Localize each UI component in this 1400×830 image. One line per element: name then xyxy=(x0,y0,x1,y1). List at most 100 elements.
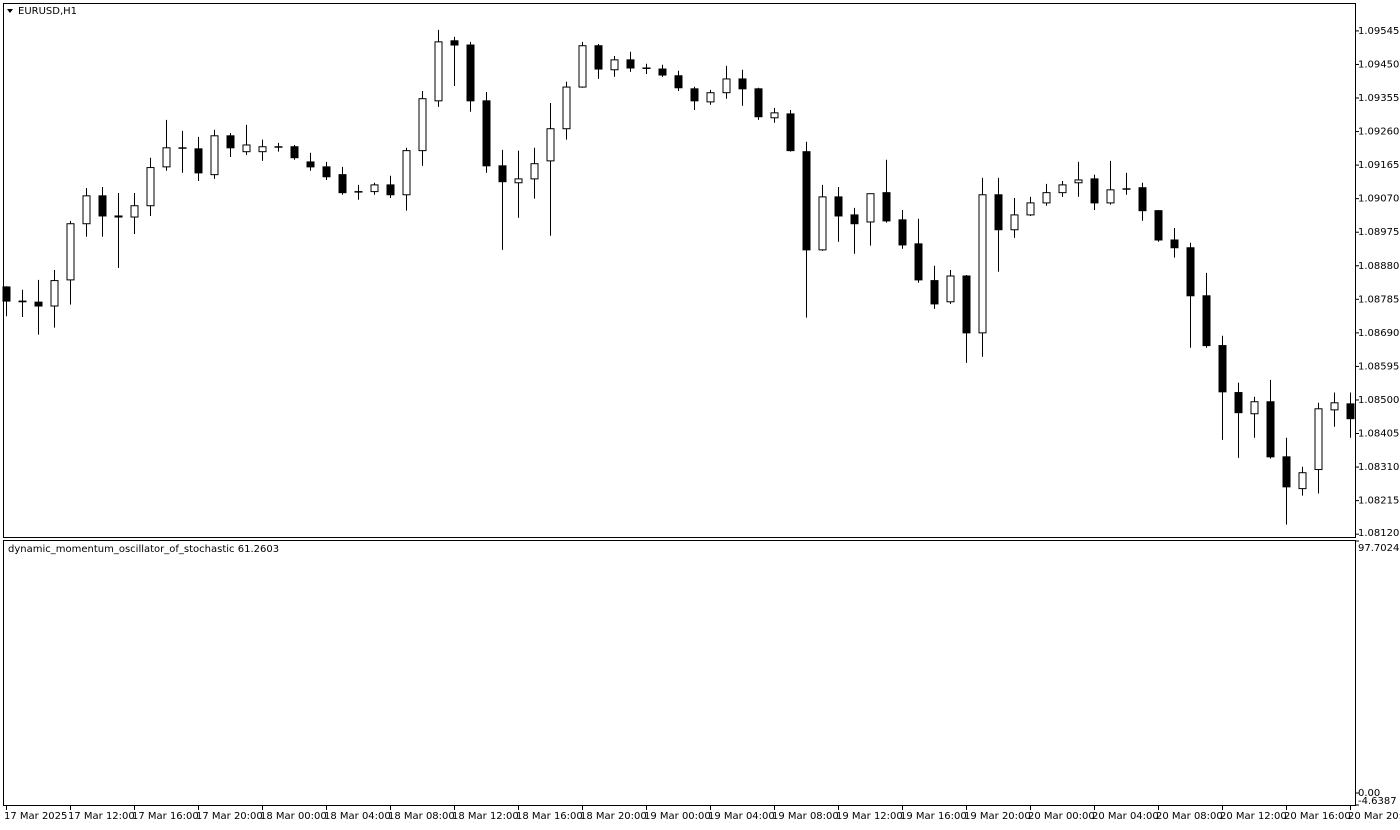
x-tick-label: 20 Mar 00:00 xyxy=(1028,811,1095,822)
candle-body xyxy=(370,184,379,193)
candle-body xyxy=(1234,392,1243,414)
candle-body xyxy=(882,192,891,222)
x-tick-label: 19 Mar 04:00 xyxy=(708,811,775,822)
y-tick-label: 1.08785 xyxy=(1358,294,1399,305)
candle-body xyxy=(786,113,795,152)
candle-body xyxy=(978,194,987,334)
candle-body xyxy=(1042,192,1051,204)
candle-body xyxy=(1314,408,1323,471)
candle-body xyxy=(354,191,363,193)
candle-body xyxy=(50,280,59,307)
symbol-title: EURUSD,H1 xyxy=(18,6,77,17)
candle-body xyxy=(338,174,347,194)
candle-body xyxy=(482,100,491,167)
candle-body xyxy=(738,78,747,90)
candle-body xyxy=(34,301,43,307)
candle-body xyxy=(418,98,427,152)
candle-body xyxy=(258,146,267,153)
candle-body xyxy=(1202,295,1211,347)
y-tick-label: 1.08595 xyxy=(1358,361,1399,372)
y-tick-label: 1.08215 xyxy=(1358,496,1399,507)
candle-body xyxy=(322,166,331,178)
candle-body xyxy=(130,205,139,218)
candle-body xyxy=(754,88,763,118)
candle-body xyxy=(82,195,91,225)
x-tick-label: 19 Mar 12:00 xyxy=(836,811,903,822)
x-tick-label: 17 Mar 16:00 xyxy=(132,811,199,822)
candle-body xyxy=(1266,401,1275,458)
y-tick-label: -4.6387 xyxy=(1358,796,1397,807)
x-tick-label: 20 Mar 20:00 xyxy=(1348,811,1400,822)
candle-body xyxy=(610,59,619,71)
candle-body xyxy=(18,300,27,303)
candle-body xyxy=(1186,247,1195,297)
candle-body xyxy=(930,280,939,305)
candle-body xyxy=(562,86,571,130)
y-tick-label: 1.08500 xyxy=(1358,395,1399,406)
candle-body xyxy=(114,215,123,218)
candle-body xyxy=(1346,403,1355,420)
candle-body xyxy=(1074,179,1083,184)
indicator-pane xyxy=(3,540,1356,806)
candle-body xyxy=(530,163,539,180)
y-tick-label: 1.08690 xyxy=(1358,328,1399,339)
x-tick-label: 20 Mar 16:00 xyxy=(1284,811,1351,822)
y-tick-label: 1.09450 xyxy=(1358,59,1399,70)
y-tick-label: 1.08975 xyxy=(1358,227,1399,238)
y-tick-label: 97.7024 xyxy=(1358,543,1399,554)
candle-body xyxy=(578,45,587,88)
candle-body xyxy=(642,67,651,69)
y-tick-label: 1.09545 xyxy=(1358,26,1399,37)
candle-body xyxy=(1170,239,1179,249)
candle-body xyxy=(1250,401,1259,415)
dropdown-icon[interactable] xyxy=(7,9,13,13)
y-tick-label: 0.00 xyxy=(1358,788,1380,799)
x-tick-label: 17 Mar 12:00 xyxy=(68,811,135,822)
candle-body xyxy=(1058,184,1067,194)
y-tick-label: 1.09355 xyxy=(1358,93,1399,104)
candle-body xyxy=(1298,472,1307,490)
candle-body xyxy=(1090,178,1099,204)
x-tick-label: 17 Mar 2025 xyxy=(4,811,67,822)
candle-body xyxy=(386,184,395,196)
candle-body xyxy=(770,112,779,119)
candle-body xyxy=(994,194,1003,231)
y-tick-label: 1.08405 xyxy=(1358,429,1399,440)
price-pane xyxy=(3,3,1356,538)
y-tick-label: 1.08880 xyxy=(1358,261,1399,272)
candle-body xyxy=(962,275,971,334)
candle-body xyxy=(466,44,475,102)
candle-body xyxy=(98,195,107,217)
candle-body xyxy=(1010,214,1019,231)
candle-body xyxy=(1106,189,1115,204)
y-tick-label: 1.09070 xyxy=(1358,194,1399,205)
x-tick-label: 19 Mar 00:00 xyxy=(644,811,711,822)
candle-body xyxy=(722,78,731,94)
candle-body xyxy=(226,135,235,149)
candle-body xyxy=(818,196,827,251)
candle-body xyxy=(242,144,251,153)
candle-body xyxy=(290,146,299,159)
x-tick-label: 18 Mar 04:00 xyxy=(324,811,391,822)
candle-body xyxy=(514,178,523,184)
candle-body xyxy=(1138,187,1147,212)
candle-body xyxy=(914,243,923,281)
candle-body xyxy=(498,165,507,183)
candle-body xyxy=(674,75,683,89)
candle-body xyxy=(66,223,75,281)
x-tick-label: 20 Mar 04:00 xyxy=(1092,811,1159,822)
candle-body xyxy=(690,88,699,102)
candle-body xyxy=(1154,210,1163,241)
candle-body xyxy=(706,92,715,103)
candle-body xyxy=(1330,402,1339,411)
x-tick-label: 18 Mar 20:00 xyxy=(580,811,647,822)
candle-body xyxy=(850,214,859,225)
x-tick-label: 19 Mar 20:00 xyxy=(964,811,1031,822)
y-tick-label: 1.09260 xyxy=(1358,127,1399,138)
y-tick-label: 1.08120 xyxy=(1358,528,1399,539)
candle-body xyxy=(594,45,603,70)
x-tick-label: 17 Mar 20:00 xyxy=(196,811,263,822)
candle-body xyxy=(658,68,667,76)
